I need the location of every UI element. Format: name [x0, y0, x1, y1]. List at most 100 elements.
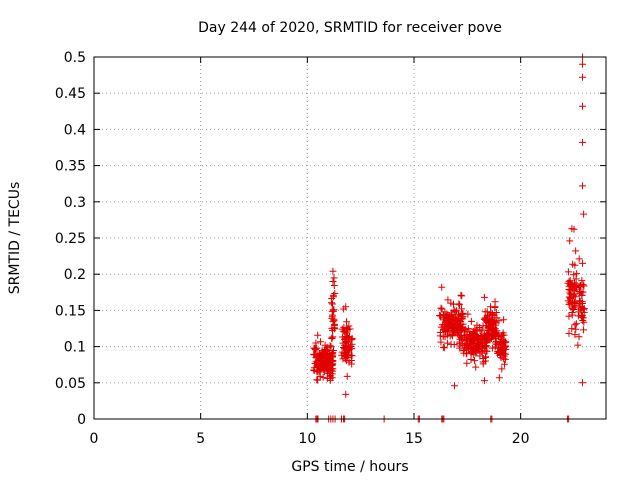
y-tick-label: 0.05 [55, 376, 86, 392]
data-point [463, 350, 471, 358]
axis-ticks: 0 0.05 0.1 0.15 0.2 0.25 0.3 0.35 0.4 0.45 0.5 0 5 10… [55, 50, 606, 447]
data-point [564, 279, 572, 287]
data-point [493, 327, 501, 335]
data-point [477, 339, 485, 347]
data-point [345, 351, 353, 359]
data-point [438, 305, 446, 313]
data-point [580, 318, 588, 326]
data-point [441, 333, 449, 341]
data-point [458, 305, 466, 313]
y-tick-label: 0.4 [64, 122, 86, 138]
data-point [460, 349, 468, 357]
data-point [501, 355, 509, 363]
data-point [572, 325, 580, 333]
data-point [576, 289, 584, 297]
x-axis-label: GPS time / hours [291, 459, 408, 475]
data-point [443, 315, 451, 323]
data-point [576, 297, 584, 305]
data-point [580, 308, 588, 316]
x-tick-label: 20 [512, 431, 530, 447]
data-point [572, 247, 580, 255]
data-point [317, 338, 325, 346]
data-point [566, 293, 574, 301]
data-point [476, 327, 484, 335]
chart-title: Day 244 of 2020, SRMTID for receiver pov… [198, 20, 502, 36]
data-point [448, 331, 456, 339]
data-point [566, 237, 574, 245]
data-point [438, 283, 446, 291]
data-point [343, 318, 351, 326]
data-point [570, 292, 578, 300]
data-point [310, 367, 318, 375]
data-point [441, 308, 449, 316]
data-point [480, 377, 488, 385]
data-point [579, 102, 587, 110]
data-point [329, 267, 337, 275]
data-point [574, 341, 582, 349]
data-point [342, 390, 350, 398]
data-point [344, 337, 352, 345]
data-point [315, 363, 323, 371]
data-point [488, 344, 496, 352]
data-point [348, 340, 356, 348]
data-point [579, 73, 587, 81]
data-point [444, 339, 452, 347]
data-point [326, 373, 334, 381]
data-point [494, 331, 502, 339]
data-point [498, 335, 506, 343]
data-point [472, 349, 480, 357]
data-point [491, 303, 499, 311]
data-point [320, 360, 328, 368]
data-point [580, 326, 588, 334]
data-point [324, 363, 332, 371]
data-point [322, 354, 330, 362]
data-point [329, 333, 337, 341]
data-point [578, 311, 586, 319]
data-point [460, 332, 468, 340]
data-point [457, 291, 465, 299]
data-point [471, 331, 479, 339]
data-point [338, 325, 346, 333]
x-tick-label: 0 [90, 431, 99, 447]
data-point [341, 335, 349, 343]
data-point [498, 365, 506, 373]
data-point [342, 327, 350, 335]
data-point [444, 296, 452, 304]
data-point [565, 312, 573, 320]
data-point [312, 339, 320, 347]
data-point [343, 372, 351, 380]
data-point [470, 339, 478, 347]
data-point [467, 355, 475, 363]
data-point [578, 304, 586, 312]
data-point [495, 347, 503, 355]
data-point [445, 328, 453, 336]
data-point [569, 304, 577, 312]
data-point [437, 304, 445, 312]
data-point [340, 349, 348, 357]
data-point [488, 316, 496, 324]
data-point [481, 316, 489, 324]
data-point [579, 379, 587, 387]
data-points [310, 53, 588, 423]
y-tick-label: 0.3 [64, 195, 86, 211]
data-point [579, 138, 587, 146]
y-tick-label: 0.25 [55, 231, 86, 247]
data-point [483, 347, 491, 355]
data-point [447, 299, 455, 307]
data-point [340, 343, 348, 351]
data-point [318, 350, 326, 358]
data-point [569, 305, 577, 313]
data-point [345, 358, 353, 366]
data-point [319, 357, 327, 365]
data-point [575, 255, 583, 263]
data-point [574, 312, 582, 320]
data-point [464, 325, 472, 333]
data-point [329, 277, 337, 285]
data-point [499, 329, 507, 337]
data-point [330, 324, 338, 332]
y-axis-label: SRMTID / TECUs [7, 182, 23, 295]
data-point [502, 343, 510, 351]
grid-lines [94, 57, 606, 419]
data-point [342, 303, 350, 311]
y-tick-label: 0 [77, 412, 86, 428]
